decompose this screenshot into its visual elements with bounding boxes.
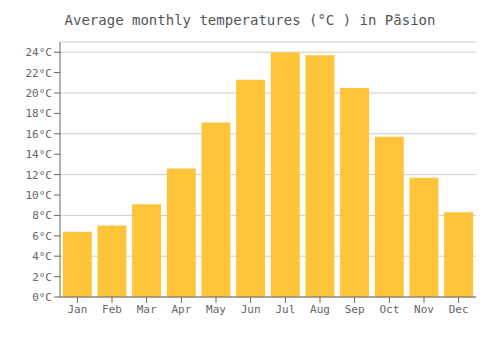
svg-text:Jun: Jun: [241, 303, 261, 316]
svg-text:16°C: 16°C: [26, 128, 53, 141]
svg-text:24°C: 24°C: [26, 46, 53, 59]
svg-text:0°C: 0°C: [32, 291, 52, 304]
svg-text:Dec: Dec: [449, 303, 469, 316]
svg-text:20°C: 20°C: [26, 87, 53, 100]
svg-text:Oct: Oct: [379, 303, 399, 316]
svg-text:4°C: 4°C: [32, 250, 52, 263]
svg-text:Aug: Aug: [310, 303, 330, 316]
html-text:Average monthly temperatures (: Average monthly temperatures (°C ) in Pã…: [64, 12, 436, 28]
svg-text:2°C: 2°C: [32, 271, 52, 284]
svg-text:18°C: 18°C: [26, 107, 53, 120]
svg-text:6°C: 6°C: [32, 230, 52, 243]
svg-text:22°C: 22°C: [26, 67, 53, 80]
svg-text:Jan: Jan: [67, 303, 87, 316]
svg-text:Sep: Sep: [345, 303, 365, 316]
svg-text:12°C: 12°C: [26, 169, 53, 182]
svg-text:10°C: 10°C: [26, 189, 53, 202]
svg-text:Nov: Nov: [414, 303, 434, 316]
svg-text:Jul: Jul: [275, 303, 295, 316]
svg-text:Feb: Feb: [102, 303, 122, 316]
svg-text:Mar: Mar: [137, 303, 157, 316]
svg-text:Apr: Apr: [171, 303, 191, 316]
svg-text:8°C: 8°C: [32, 209, 52, 222]
svg-text:14°C: 14°C: [26, 148, 53, 161]
svg-text:May: May: [206, 303, 226, 316]
